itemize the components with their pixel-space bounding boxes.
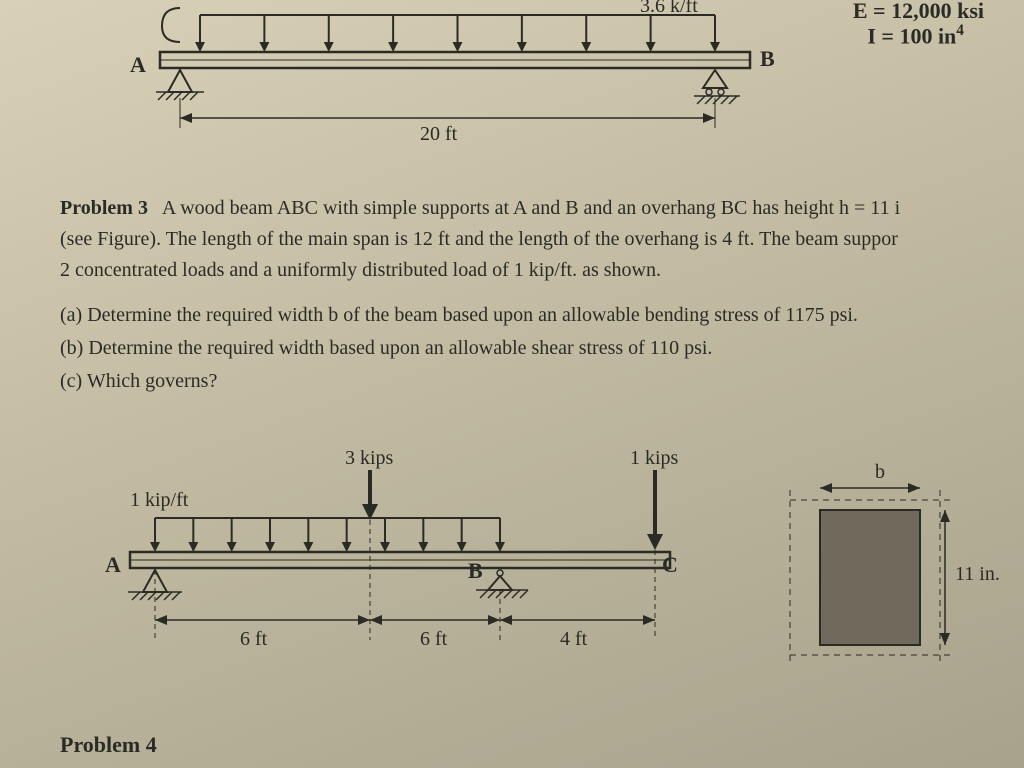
section-b-label: b [875, 461, 885, 483]
fig2-label-A: A [105, 552, 121, 577]
problem4-heading: Problem 4 [60, 732, 157, 758]
fig2-support-B [476, 570, 528, 598]
fig2-label-C: C [662, 552, 678, 577]
fig1-dimension: 20 ft [180, 98, 715, 145]
fig2-p2-label: 1 kips [630, 447, 679, 469]
svg-text:20 ft: 20 ft [420, 123, 458, 145]
problem3-text: Problem 3 A wood beam ABC with simple su… [60, 195, 1020, 405]
fig1-label-B: B [760, 46, 775, 71]
section-h-label: 11 in. [955, 563, 1000, 585]
fig1-label-A: A [130, 52, 146, 77]
fig1-support-A [156, 70, 204, 100]
fig2-p1-label: 3 kips [345, 447, 394, 469]
page: E = 12,000 ksi I = 100 in4 3.6 k/ft A B [0, 0, 1024, 768]
fig2-label-B: B [468, 558, 483, 583]
fig2-d1: 6 ft [240, 628, 268, 650]
figure-2: 3 kips 1 kips 1 kip/ft A B C [0, 440, 1024, 740]
cross-section: b 11 in. [790, 461, 1000, 665]
fig2-d2: 6 ft [420, 628, 448, 650]
fig1-load-label: 3.6 k/ft [640, 0, 698, 17]
fig1-support-B [694, 70, 740, 104]
fig2-udl-label: 1 kip/ft [130, 489, 189, 511]
fig2.d3: 4 ft [560, 628, 588, 650]
problem3-heading: Problem 3 [60, 197, 148, 219]
figure-1: 3.6 k/ft A B [0, 0, 1024, 170]
